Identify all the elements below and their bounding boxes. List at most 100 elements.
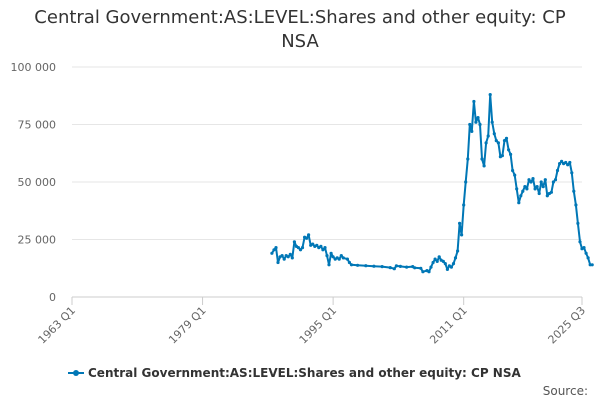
series-point <box>488 93 492 97</box>
series-point <box>437 255 441 259</box>
series-point <box>435 259 439 263</box>
series-point <box>431 260 435 265</box>
series-point <box>305 236 309 240</box>
series-point <box>380 265 384 269</box>
series-point <box>356 263 360 267</box>
series-point <box>345 257 349 261</box>
series-point <box>529 180 533 184</box>
series-point <box>490 120 494 124</box>
series-point <box>521 189 525 193</box>
series-point <box>288 252 292 256</box>
series-point <box>372 264 376 268</box>
series-point <box>568 160 572 165</box>
y-tick-label: 25 000 <box>18 234 57 247</box>
y-tick-label: 0 <box>49 291 56 304</box>
series-point <box>441 259 445 263</box>
chart-title-line-2: NSA <box>281 31 319 52</box>
series-point <box>392 267 396 271</box>
series-point <box>543 178 547 182</box>
series-point <box>429 265 433 269</box>
x-tick-label: 1995 Q1 <box>297 304 340 347</box>
series-point <box>558 162 562 166</box>
series-point <box>509 152 513 156</box>
series-point <box>519 194 523 198</box>
series-point <box>576 221 580 225</box>
series-point <box>523 185 527 189</box>
series-point <box>484 141 488 145</box>
series-point <box>388 266 392 270</box>
series-point <box>574 203 578 207</box>
series-point <box>456 249 460 253</box>
series-point <box>280 254 284 258</box>
series-point <box>462 203 466 207</box>
series-point <box>421 270 425 274</box>
series-point <box>496 141 500 145</box>
chart-legend[interactable]: Central Government:AS:LEVEL:Shares and o… <box>68 366 521 380</box>
series-point <box>513 173 517 177</box>
series-point <box>337 257 341 261</box>
legend-item-label: Central Government:AS:LEVEL:Shares and o… <box>88 366 521 380</box>
series-point <box>349 263 354 267</box>
series-point <box>451 262 456 266</box>
series-point <box>478 122 482 127</box>
series-point <box>464 180 468 184</box>
series-point <box>458 221 462 225</box>
series-point <box>315 243 319 247</box>
series-point <box>274 246 278 250</box>
series-point <box>586 256 590 260</box>
series-point <box>270 251 274 255</box>
series-point <box>298 248 303 252</box>
series-point <box>504 136 509 140</box>
series-point <box>449 265 453 269</box>
series-point <box>427 270 431 274</box>
series-point <box>286 255 290 259</box>
series-point <box>492 132 496 136</box>
series-point <box>347 260 351 265</box>
series-point <box>515 187 519 191</box>
series-point <box>502 139 507 143</box>
series-point <box>517 201 521 205</box>
series-point <box>329 251 333 255</box>
series-point <box>578 240 582 244</box>
series-point <box>292 240 296 244</box>
series-point <box>537 191 541 196</box>
series-point <box>533 187 537 191</box>
series-point <box>482 164 486 168</box>
series-point <box>364 264 368 268</box>
x-tick-label: 2025 Q3 <box>546 304 589 347</box>
y-tick-label: 75 000 <box>18 119 57 132</box>
series-point <box>480 157 484 161</box>
series-point <box>494 139 498 143</box>
series-point <box>468 122 472 127</box>
series-point <box>405 265 409 269</box>
series-point <box>339 254 343 258</box>
series-point <box>466 157 470 161</box>
series-point <box>582 246 586 250</box>
series-point <box>572 189 576 193</box>
chart-title: Central Government:AS:LEVEL:Shares and o… <box>0 6 600 54</box>
series-point <box>531 177 535 181</box>
chart-title-line-1: Central Government:AS:LEVEL:Shares and o… <box>34 7 566 28</box>
series-point <box>541 185 545 189</box>
series-point <box>331 255 335 259</box>
series-point <box>470 129 474 133</box>
series-point <box>507 148 511 152</box>
series-point <box>460 233 464 237</box>
series-point <box>413 266 417 270</box>
series-point <box>555 168 560 173</box>
series-point <box>566 163 570 167</box>
series-point <box>476 116 480 120</box>
series-point <box>321 248 325 252</box>
series-point <box>325 254 329 258</box>
series-point <box>551 180 556 184</box>
series-point <box>327 263 331 267</box>
series-point <box>510 168 515 173</box>
series-point <box>527 178 531 182</box>
series-point <box>570 171 574 175</box>
series-point <box>545 194 549 198</box>
series-point <box>535 185 539 189</box>
series-point <box>398 264 402 268</box>
y-tick-label: 50 000 <box>18 176 57 189</box>
series-point <box>474 120 478 124</box>
